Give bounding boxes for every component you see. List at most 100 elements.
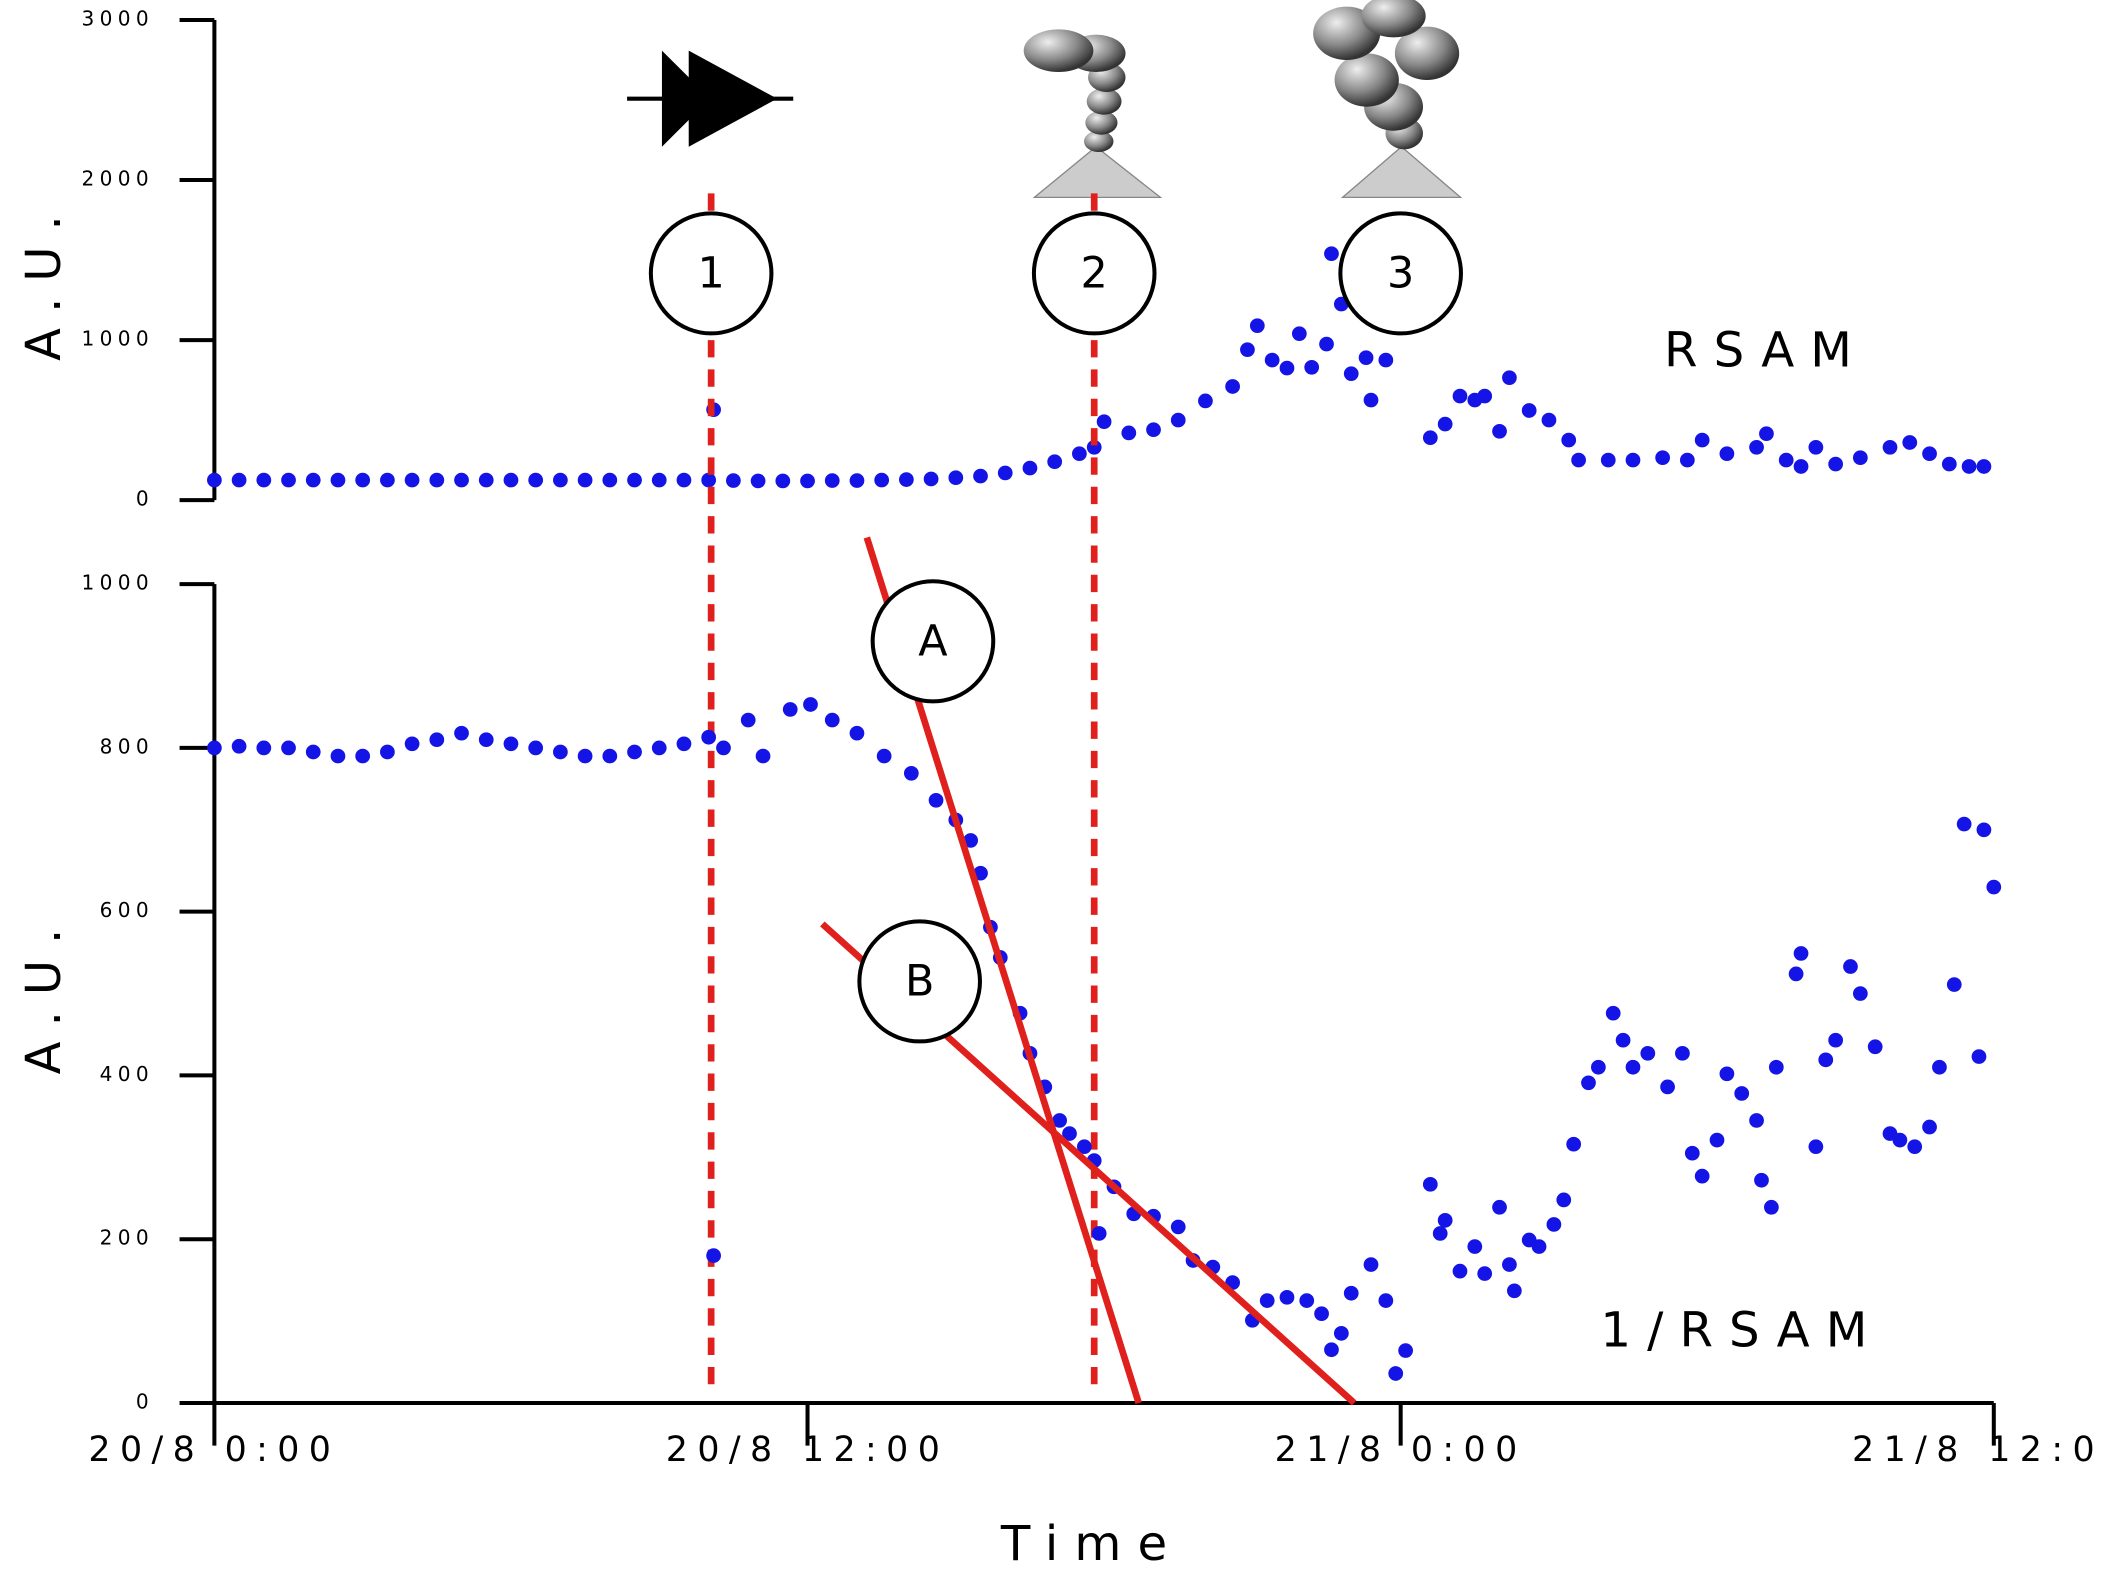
y-axis-label: A.U. xyxy=(16,913,72,1075)
data-point xyxy=(1343,366,1359,382)
data-point xyxy=(207,472,222,488)
fit-label-circle xyxy=(857,919,982,1044)
data-point xyxy=(380,472,395,488)
data-point xyxy=(876,748,892,764)
data-point xyxy=(1675,1045,1690,1061)
data-point xyxy=(1902,435,1918,450)
data-point xyxy=(305,744,321,760)
data-point xyxy=(1363,1257,1379,1272)
data-point xyxy=(1976,459,1992,474)
data-point xyxy=(775,473,791,489)
fit-label-circle xyxy=(870,579,996,704)
data-point xyxy=(1477,1266,1493,1281)
data-point xyxy=(750,473,766,489)
data-point xyxy=(948,470,964,486)
data-point xyxy=(849,725,865,741)
event-circle xyxy=(648,211,774,336)
data-point xyxy=(627,472,642,488)
data-point xyxy=(1062,1126,1077,1141)
data-point xyxy=(1561,432,1577,448)
series-label: RSAM xyxy=(1664,322,1868,378)
y-tick-label: 0 xyxy=(136,487,154,511)
y-tick-label: 800 xyxy=(100,734,154,758)
y-tick-label: 2000 xyxy=(82,167,155,191)
data-point xyxy=(553,744,568,760)
data-point xyxy=(701,729,717,745)
data-point xyxy=(1521,403,1537,418)
data-point xyxy=(1694,432,1710,448)
data-point xyxy=(1047,454,1063,470)
data-point xyxy=(1556,1192,1572,1208)
x-tick-label: 21/8 12:00 xyxy=(1852,1430,2101,1470)
data-point xyxy=(651,740,667,756)
data-point xyxy=(824,473,840,488)
data-point xyxy=(800,473,815,489)
data-point xyxy=(1828,1032,1844,1048)
data-point xyxy=(305,472,321,488)
data-point xyxy=(1279,1289,1295,1305)
event-label: 2 xyxy=(1081,249,1108,299)
data-point xyxy=(1492,423,1507,439)
data-point xyxy=(1793,459,1809,474)
x-tick-label: 20/8 12:00 xyxy=(666,1430,949,1470)
data-point xyxy=(923,471,939,487)
data-point xyxy=(874,472,890,488)
data-point xyxy=(429,472,445,488)
data-point xyxy=(740,712,756,728)
data-point xyxy=(1076,1139,1092,1154)
data-point xyxy=(1279,360,1295,376)
event-label: 3 xyxy=(1387,249,1414,299)
data-point xyxy=(1452,1263,1468,1279)
data-point xyxy=(1625,452,1641,468)
data-point xyxy=(1052,1113,1067,1128)
data-point xyxy=(1146,422,1161,438)
data-point xyxy=(1170,412,1186,428)
y-tick-label: 0 xyxy=(136,1389,154,1413)
data-point xyxy=(1264,352,1280,368)
data-point xyxy=(651,472,667,488)
fountain-icon xyxy=(1023,29,1163,199)
y-tick-label: 600 xyxy=(100,898,154,922)
data-point xyxy=(281,472,296,488)
data-point xyxy=(1363,392,1379,408)
data-point xyxy=(701,472,717,488)
data-point xyxy=(1072,446,1087,462)
data-point xyxy=(1852,986,1868,1001)
data-point xyxy=(1422,1176,1438,1192)
data-point xyxy=(1259,1293,1275,1308)
data-point xyxy=(899,472,914,487)
y-tick-label: 400 xyxy=(100,1062,154,1086)
event-circle xyxy=(1031,211,1157,336)
data-point xyxy=(1477,388,1493,404)
data-point xyxy=(1299,1293,1315,1308)
data-point xyxy=(1437,416,1453,432)
data-point xyxy=(1492,1199,1507,1215)
data-point xyxy=(1437,1213,1453,1228)
data-point xyxy=(997,465,1013,481)
data-point xyxy=(676,736,692,752)
data-point xyxy=(1121,425,1137,441)
data-point xyxy=(1764,1199,1779,1215)
data-point xyxy=(1976,822,1992,838)
data-point xyxy=(782,702,798,717)
data-point xyxy=(1907,1139,1923,1154)
data-point xyxy=(1566,1136,1582,1152)
data-point xyxy=(1170,1219,1186,1235)
fit-label: B xyxy=(905,957,934,1007)
data-point xyxy=(577,472,593,488)
x-tick-label: 20/8 0:00 xyxy=(88,1430,340,1470)
data-point xyxy=(1808,439,1824,455)
data-point xyxy=(1571,452,1586,468)
data-point xyxy=(1502,1257,1517,1272)
data-point xyxy=(1304,359,1320,375)
event-label: 1 xyxy=(698,249,725,299)
data-point xyxy=(503,736,519,752)
data-point xyxy=(1882,439,1898,455)
data-point xyxy=(231,738,247,754)
data-point xyxy=(1398,1343,1413,1358)
data-point xyxy=(1432,1226,1448,1241)
data-point xyxy=(1971,1049,1987,1064)
data-point xyxy=(1198,393,1213,409)
